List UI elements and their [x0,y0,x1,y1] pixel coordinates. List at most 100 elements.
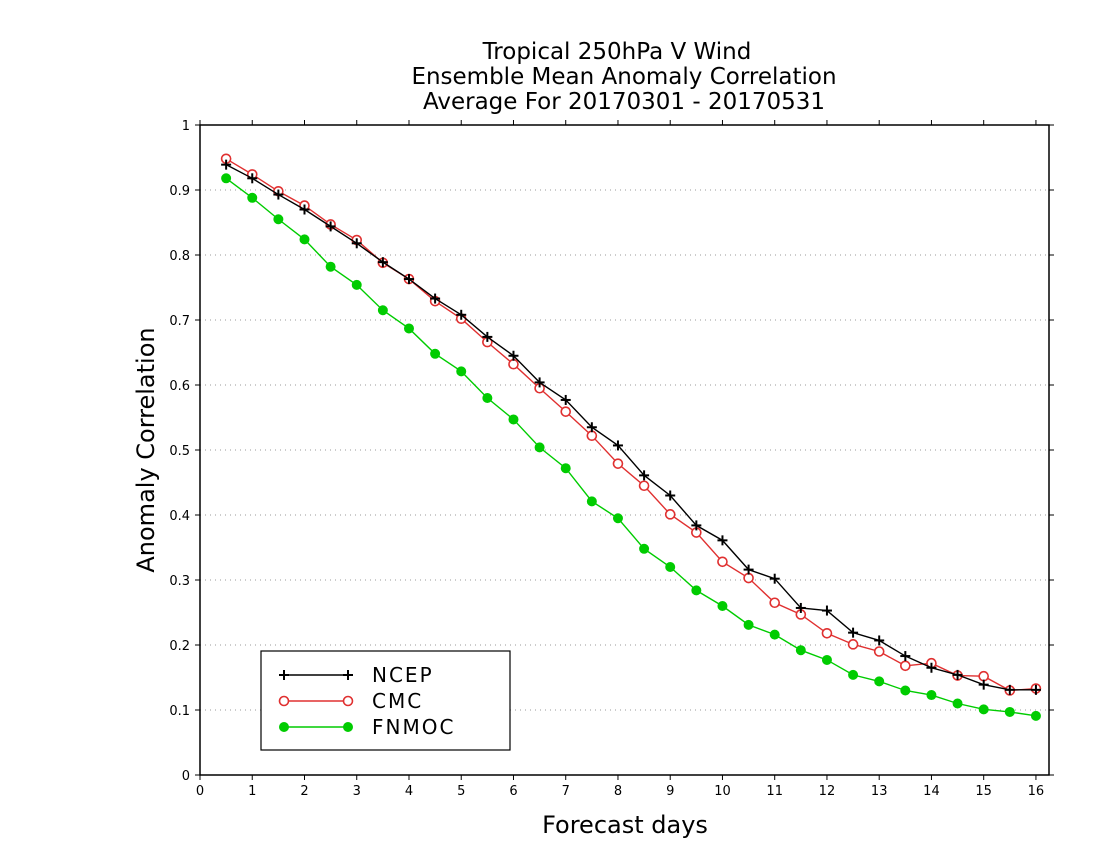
chart-title-line-3: Average For 20170301 - 20170531 [423,89,825,115]
data-point-fnmoc [717,601,728,611]
x-tick-label: 8 [614,784,622,799]
y-tick-label: 0.6 [169,379,190,394]
legend-label: FNMOC [372,715,455,739]
x-tick-label: 11 [766,784,783,799]
data-point-ncep [769,573,780,584]
data-point-fnmoc [874,676,885,687]
x-tick-label: 7 [562,784,570,799]
data-point-ncep [926,662,937,673]
data-point-ncep [874,635,885,646]
data-point-fnmoc [534,442,545,453]
data-point-ncep [795,602,806,613]
legend-marker-end [343,670,353,680]
data-point-cmc [508,358,519,370]
data-point-fnmoc [900,685,911,696]
x-tick-label: 2 [300,784,308,799]
data-point-fnmoc [769,629,780,640]
data-point-ncep [299,204,310,215]
data-point-ncep [273,189,284,200]
data-point-ncep [247,173,258,184]
data-point-ncep [848,627,859,638]
data-point-ncep [403,274,414,285]
legend-marker-start [278,695,290,707]
data-point-ncep [351,238,362,249]
data-point-ncep [586,422,597,433]
chart-title: Tropical 250hPa V Wind Ensemble Mean Ano… [411,39,836,115]
data-point-fnmoc [1030,710,1041,721]
data-point-fnmoc [639,543,650,554]
data-point-fnmoc [586,496,597,507]
y-tick-label: 0.3 [169,574,190,589]
data-point-ncep [821,605,832,616]
data-point-fnmoc [665,562,676,572]
data-point-fnmoc [821,654,832,665]
data-point-cmc [717,556,728,568]
series-group [220,153,1042,721]
y-tick-label: 0 [182,769,190,784]
legend-item-cmc: CMC [278,689,423,713]
x-tick-label: 3 [353,784,361,799]
data-point-fnmoc [430,348,441,359]
y-tick-label: 0.7 [169,314,190,329]
y-tick-label: 0.8 [169,249,190,264]
data-point-cmc [769,597,781,609]
data-point-ncep [612,440,623,451]
chart-title-line-1: Tropical 250hPa V Wind [482,39,752,65]
data-point-ncep [900,651,911,662]
data-point-ncep [1004,684,1015,695]
x-tick-label: 14 [923,784,940,799]
data-point-ncep [221,159,232,170]
x-tick-label: 9 [666,784,674,799]
data-point-ncep [560,394,571,405]
legend-marker-start [279,670,289,680]
data-point-cmc [821,627,833,639]
data-point-fnmoc [926,690,937,701]
data-point-ncep [1030,684,1041,695]
data-point-cmc [664,509,676,520]
data-point-ncep [534,377,545,388]
x-tick-label: 16 [1028,784,1045,799]
y-tick-label: 0.2 [169,639,190,654]
y-tick-label: 0.4 [169,509,190,524]
data-point-fnmoc [403,323,414,334]
data-point-ncep [665,490,676,501]
data-point-fnmoc [247,192,258,203]
x-tick-label: 6 [509,784,517,799]
data-point-cmc [560,406,572,417]
x-tick-label: 1 [248,784,256,799]
legend-item-ncep: NCEP [279,663,432,687]
y-tick-label: 0.9 [169,184,190,199]
data-point-cmc [900,660,911,672]
data-point-fnmoc [482,393,493,403]
data-point-fnmoc [848,669,859,680]
series-fnmoc [221,173,1041,721]
data-point-fnmoc [691,585,702,596]
legend-box [260,650,511,751]
data-point-fnmoc [351,279,362,290]
series-line-cmc [225,158,1036,692]
legend-marker-end [342,695,354,707]
data-point-fnmoc [560,463,571,474]
data-point-fnmoc [952,698,963,709]
data-point-ncep [978,679,989,690]
legend-marker-start [279,722,289,732]
data-point-ncep [717,535,728,546]
data-point-fnmoc [612,513,623,524]
legend-label: CMC [372,689,423,713]
data-point-fnmoc [456,366,467,377]
x-tick-label: 13 [871,784,888,799]
legend-marker-end [343,722,353,732]
data-point-cmc [978,670,989,682]
axes: 00.10.20.30.40.50.60.70.80.910 1 2 3 4 5 6 7 8 9 1… [169,119,1054,799]
data-point-fnmoc [325,261,336,272]
data-point-ncep [430,293,441,304]
data-point-ncep [508,350,519,361]
data-point-cmc [743,572,754,584]
x-tick-label: 0 [196,784,204,799]
data-point-ncep [325,221,336,232]
x-axis-label: Forecast days [542,811,708,839]
chart-title-line-2: Ensemble Mean Anomaly Correlation [411,64,836,90]
y-axis-label: Anomaly Correlation [132,327,160,572]
